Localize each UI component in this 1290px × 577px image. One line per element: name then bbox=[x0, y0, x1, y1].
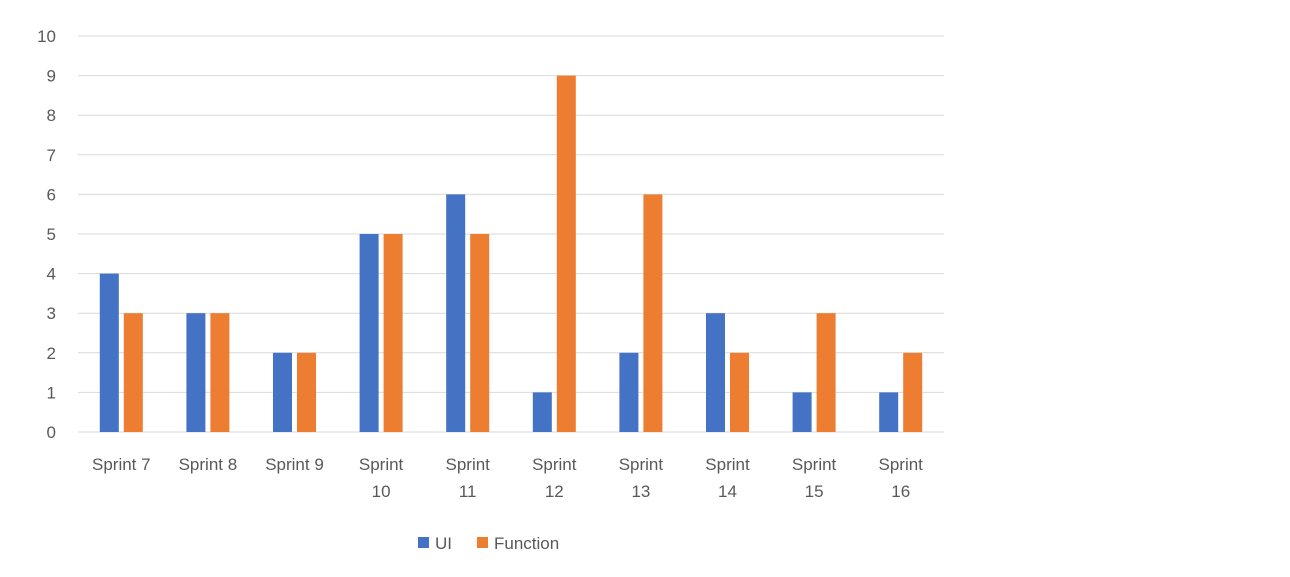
bar-function-5 bbox=[556, 75, 576, 432]
y-tick-label: 3 bbox=[47, 304, 56, 323]
bar-function-3 bbox=[383, 234, 403, 432]
bar-ui-9 bbox=[879, 392, 899, 432]
bar-ui-5 bbox=[532, 392, 552, 432]
y-tick-label: 5 bbox=[47, 225, 56, 244]
x-tick-label: 16 bbox=[891, 482, 910, 501]
y-tick-label: 10 bbox=[37, 27, 56, 46]
x-tick-label: Sprint 9 bbox=[265, 455, 324, 474]
x-tick-label: 11 bbox=[459, 482, 477, 501]
bar-ui-0 bbox=[99, 273, 119, 432]
x-tick-label: Sprint bbox=[705, 455, 750, 474]
x-tick-label: Sprint bbox=[532, 455, 577, 474]
y-tick-label: 2 bbox=[47, 344, 56, 363]
bar-ui-8 bbox=[792, 392, 812, 432]
bar-ui-2 bbox=[273, 352, 292, 432]
y-axis-tick-labels: 0 1 2 3 4 5 6 7 8 9 10 bbox=[37, 27, 56, 442]
x-tick-label: Sprint bbox=[878, 455, 923, 474]
bar-function-9 bbox=[903, 352, 923, 432]
gridlines bbox=[78, 35, 944, 433]
legend-swatch-function bbox=[477, 537, 488, 548]
bar-ui-1 bbox=[186, 313, 206, 432]
bar-function-0 bbox=[123, 313, 143, 432]
x-tick-label: Sprint bbox=[359, 455, 404, 474]
bar-function-6 bbox=[643, 194, 663, 432]
legend-label-ui: UI bbox=[435, 534, 452, 553]
legend: UI Function bbox=[418, 534, 559, 553]
bars bbox=[99, 75, 923, 432]
x-tick-label: Sprint 7 bbox=[92, 455, 151, 474]
bar-function-2 bbox=[297, 352, 316, 432]
y-tick-label: 8 bbox=[47, 106, 56, 125]
y-tick-label: 1 bbox=[47, 383, 56, 402]
x-tick-label: Sprint bbox=[619, 455, 664, 474]
bar-function-1 bbox=[210, 313, 230, 432]
x-tick-label: 14 bbox=[718, 482, 737, 501]
x-tick-label: Sprint bbox=[792, 455, 837, 474]
bar-ui-4 bbox=[446, 194, 466, 432]
y-tick-label: 7 bbox=[47, 146, 56, 165]
legend-swatch-ui bbox=[418, 537, 429, 548]
y-tick-label: 9 bbox=[47, 67, 56, 86]
x-tick-label: 15 bbox=[805, 482, 824, 501]
bar-ui-3 bbox=[359, 234, 379, 432]
y-tick-label: 0 bbox=[47, 423, 56, 442]
legend-label-function: Function bbox=[494, 534, 559, 553]
bar-function-7 bbox=[730, 352, 749, 432]
y-tick-label: 4 bbox=[47, 265, 56, 284]
x-tick-label: 13 bbox=[631, 482, 650, 501]
bar-ui-6 bbox=[619, 352, 639, 432]
bar-function-4 bbox=[470, 234, 490, 432]
x-tick-label: Sprint 8 bbox=[179, 455, 238, 474]
x-tick-label: 12 bbox=[545, 482, 564, 501]
bar-ui-7 bbox=[706, 313, 725, 432]
bar-function-8 bbox=[816, 313, 836, 432]
x-tick-label: 10 bbox=[372, 482, 391, 501]
x-axis-tick-labels: Sprint 7 Sprint 8 Sprint 9 Sprint 10 Sprint 11… bbox=[92, 455, 923, 501]
y-tick-label: 6 bbox=[47, 185, 56, 204]
x-tick-label: Sprint bbox=[445, 455, 490, 474]
